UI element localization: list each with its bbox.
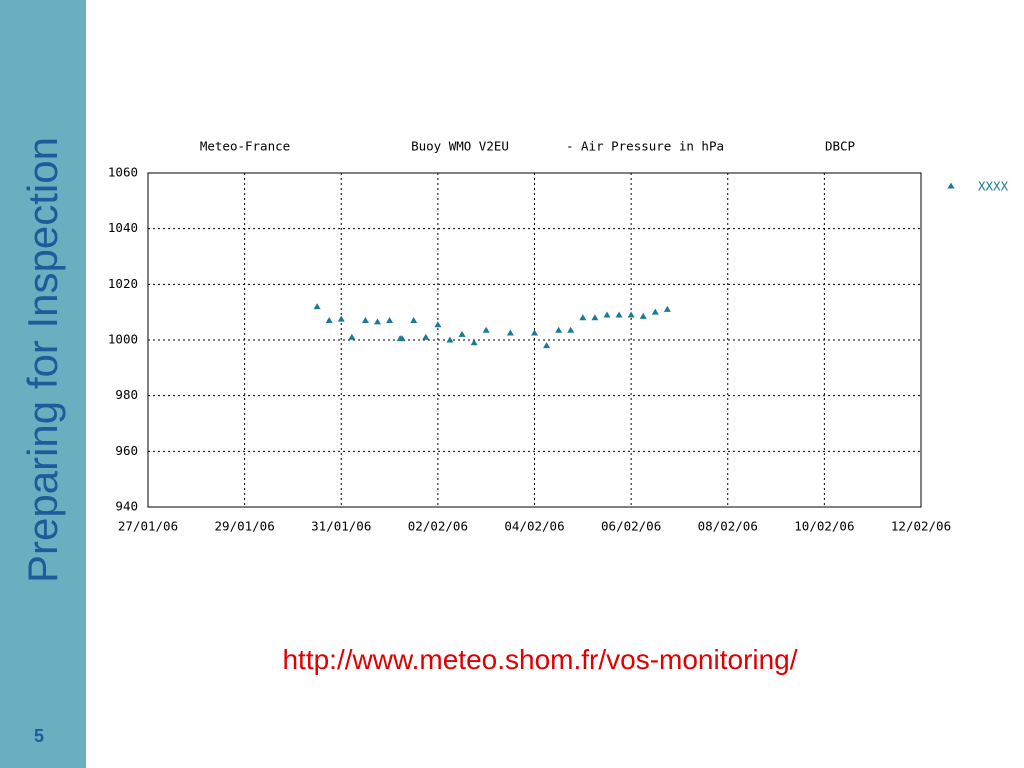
y-tick-label: 980 [115, 387, 138, 402]
x-tick-label: 06/02/06 [601, 519, 661, 534]
y-tick-label: 1060 [108, 165, 138, 180]
point [531, 329, 538, 336]
x-tick-label: 29/01/06 [215, 519, 275, 534]
y-tick-label: 1000 [108, 332, 138, 347]
url: http://www.meteo.shom.fr/vos-monitoring/ [282, 644, 798, 675]
y-tick-label: 940 [115, 499, 138, 514]
point [348, 333, 356, 340]
point [422, 333, 430, 340]
point [386, 317, 394, 324]
point [506, 329, 514, 336]
chart-title: DBCP [825, 139, 855, 154]
legend-label: XXXX [978, 179, 1009, 194]
point [398, 335, 406, 342]
point [337, 315, 345, 322]
y-tick-label: 1020 [108, 276, 138, 291]
point [639, 312, 647, 319]
point [325, 317, 333, 324]
point [627, 311, 635, 318]
point [663, 305, 671, 312]
point [361, 317, 369, 324]
plot-frame [147, 172, 922, 508]
x-tick-label: 08/02/06 [698, 519, 758, 534]
chart-title: Buoy WMO V2EU [411, 139, 509, 154]
chart-title: - Air Pressure in hPa [566, 139, 724, 154]
point [458, 330, 466, 337]
point [434, 321, 442, 328]
point [591, 314, 599, 321]
x-tick-label: 04/02/06 [504, 519, 564, 534]
point [603, 311, 611, 318]
x-tick-label: 02/02/06 [408, 519, 468, 534]
point [555, 326, 563, 333]
point [615, 311, 623, 318]
point [373, 318, 381, 325]
y-tick-label: 1040 [108, 220, 138, 235]
x-tick-label: 10/02/06 [794, 519, 854, 534]
point [410, 317, 418, 324]
point [567, 326, 575, 333]
page-number: 5 [34, 726, 45, 746]
sidebar: Preparing for Inspection 5 [0, 0, 86, 768]
point [313, 303, 321, 310]
x-tick-label: 31/01/06 [311, 519, 371, 534]
point [482, 326, 490, 333]
chart-title: Meteo-France [200, 139, 290, 154]
x-tick-label: 12/02/06 [891, 519, 951, 534]
point [470, 339, 478, 346]
x-tick-label: 27/01/06 [118, 519, 178, 534]
y-tick-label: 960 [115, 443, 138, 458]
legend-marker [947, 182, 955, 189]
point [651, 308, 659, 315]
point [579, 314, 587, 321]
point [543, 342, 551, 349]
point [446, 336, 454, 343]
